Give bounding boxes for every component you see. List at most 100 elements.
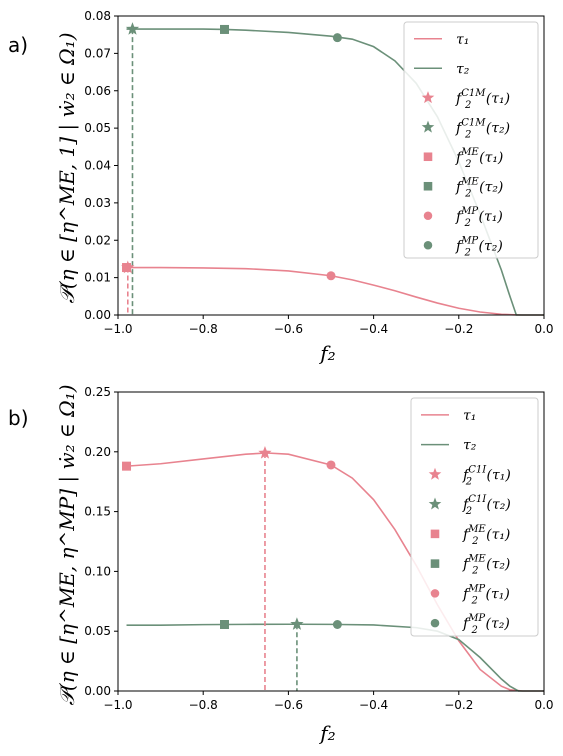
legend-label-sup: MP <box>460 235 478 246</box>
chart-panel-b: −1.0 −0.8 −0.6 −0.4 −0.2 0.0 0.00 0.05 0.10 0.15 0… <box>8 384 554 745</box>
panel-label: b) <box>8 406 29 430</box>
legend-label-sup: C1M <box>461 88 486 99</box>
legend-square-icon <box>430 559 440 568</box>
legend-label-sub: 2 <box>471 625 478 636</box>
legend-label-base: f <box>455 238 464 254</box>
star-marker-1 <box>258 446 272 459</box>
x-tick-label: 0.0 <box>534 698 553 712</box>
legend-label-sub: 2 <box>464 129 471 140</box>
legend-star-icon <box>428 467 442 480</box>
series-line-1 <box>126 452 544 692</box>
y-tick-label: 0.03 <box>84 196 111 210</box>
x-tick-label: −0.6 <box>274 698 303 712</box>
legend-label-marker-5: fMP 2 (τ₁) <box>455 206 503 229</box>
y-tick-label: 0.06 <box>84 84 111 98</box>
x-tick-label: −0.4 <box>359 322 388 336</box>
legend-label-marker-2: fC1M 2 (τ₂) <box>455 117 510 140</box>
y-tick-label: 0.20 <box>84 445 111 459</box>
y-tick-label: 0.00 <box>84 684 111 698</box>
legend-label-arg: (τ₂) <box>487 497 511 513</box>
legend-label-sup: ME <box>467 554 486 565</box>
star-marker-2 <box>125 22 140 35</box>
legend-label-sub: 2 <box>464 100 471 111</box>
x-axis-label: f₂ <box>318 721 335 745</box>
legend-label-sup: MP <box>460 206 478 217</box>
x-tick-label: −0.2 <box>444 322 473 336</box>
legend-label-arg: (τ₂) <box>486 557 510 573</box>
legend-circle-icon <box>430 589 440 598</box>
legend-label-arg: (τ₁) <box>479 209 503 225</box>
legend-label-marker-4: fME 2 (τ₂) <box>455 176 503 199</box>
legend-label-marker-6: fMP 2 (τ₂) <box>462 613 510 636</box>
legend-label-sub: 2 <box>471 566 478 577</box>
x-tick-label: −0.4 <box>359 698 388 712</box>
circle-marker-6 <box>332 33 342 43</box>
legend-label-sup: ME <box>467 524 486 535</box>
legend-label-series-1: τ₁ <box>463 408 476 424</box>
legend-label-base: f <box>462 557 471 573</box>
y-tick-label: 0.10 <box>84 564 111 578</box>
x-tick-label: −0.2 <box>444 698 473 712</box>
legend-label-sup: MP <box>467 583 485 594</box>
legend-square-icon <box>423 181 433 191</box>
y-tick-label: 0.01 <box>84 271 111 285</box>
legend-square-icon <box>423 152 433 162</box>
legend-label-base: f <box>462 467 471 483</box>
legend-label-sub: 2 <box>471 536 478 547</box>
legend-label-sub: 2 <box>465 506 472 517</box>
legend-circle-icon <box>423 211 433 221</box>
legend-label-arg: (τ₁) <box>486 91 510 107</box>
y-axis-label: 𝒫(η ∈ [η^ME, η^MP] | ẇ₂ ∈ Ω₁) <box>55 384 80 705</box>
circle-marker-5 <box>326 271 336 281</box>
legend-square-icon <box>430 529 440 539</box>
legend-circle-icon <box>423 240 433 250</box>
legend-label-base: f <box>462 616 471 632</box>
y-tick-label: 0.15 <box>84 505 111 519</box>
circle-marker-5 <box>326 460 336 470</box>
legend-box <box>403 21 539 259</box>
legend-label-sup: C1I <box>468 494 487 505</box>
legend-label-arg: (τ₂) <box>479 238 503 254</box>
legend-label-marker-1: fC1M 2 (τ₁) <box>455 88 510 111</box>
y-tick-label: 0.05 <box>84 624 111 638</box>
chart-panel-a: −1.0 −0.8 −0.6 −0.4 −0.2 0.0 0.00 0.01 0.02 0.03 0… <box>8 9 554 365</box>
y-tick-label: 0.00 <box>84 308 111 322</box>
y-tick-label: 0.05 <box>84 121 111 135</box>
legend-box <box>410 397 539 637</box>
legend-label-sub: 2 <box>464 159 471 170</box>
legend-label-arg: (τ₂) <box>486 120 510 136</box>
axes-frame <box>117 391 545 692</box>
x-tick-label: −0.6 <box>274 322 303 336</box>
legend-label-sub: 2 <box>464 247 471 258</box>
square-marker-4 <box>220 620 229 630</box>
legend-label-arg: (τ₁) <box>487 467 511 483</box>
legend-label-sup: ME <box>460 176 479 187</box>
legend-label-arg: (τ₁) <box>479 150 503 166</box>
x-tick-label: −1.0 <box>103 322 132 336</box>
legend-label-sup: ME <box>460 147 479 158</box>
legend-label-arg: (τ₁) <box>486 527 510 543</box>
legend-label-base: f <box>455 179 464 195</box>
legend-star-icon <box>428 497 442 510</box>
legend-label-base: f <box>455 120 464 136</box>
y-tick-label: 0.07 <box>84 46 111 60</box>
x-tick-label: −0.8 <box>189 698 218 712</box>
square-marker-3 <box>122 263 132 273</box>
legend-label-marker-4: fME 2 (τ₂) <box>462 554 510 577</box>
legend-label-marker-3: fME 2 (τ₁) <box>462 524 510 547</box>
square-marker-3 <box>122 461 132 471</box>
y-tick-label: 0.08 <box>84 9 111 23</box>
legend-label-base: f <box>455 209 464 225</box>
legend-label-sub: 2 <box>471 595 478 606</box>
x-tick-label: −0.8 <box>189 322 218 336</box>
legend-label-sup: MP <box>467 613 485 624</box>
legend-label-base: f <box>462 527 471 543</box>
legend-label-sup: C1I <box>468 464 487 475</box>
panel-label: a) <box>8 33 28 57</box>
x-tick-label: 0.0 <box>534 322 553 336</box>
y-tick-label: 0.25 <box>84 385 111 399</box>
y-axis-label: 𝒫(η ∈ [η^ME, 1] | ẇ₂ ∈ Ω₁) <box>55 32 80 303</box>
